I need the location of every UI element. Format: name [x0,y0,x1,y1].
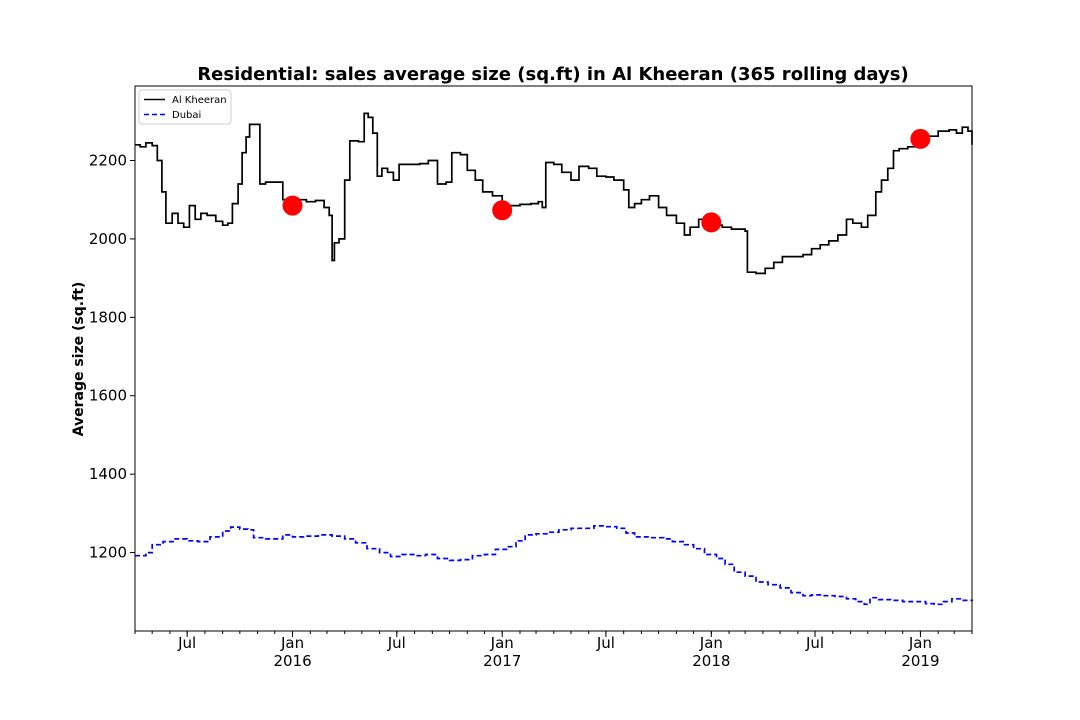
y-axis-label: Average size (sq.ft) [71,282,87,437]
y-axis: 1200 1400 1600 1800 2000 2200 [89,151,135,562]
highlight-marker-2 [492,200,513,221]
chart-title: Residential: sales average size (sq.ft) … [197,64,908,85]
series-line-dubai [135,525,973,606]
y-tick-label: 1400 [89,465,127,483]
legend: Al Kheeran Dubai [138,89,232,125]
x-tick-label: Jul [387,634,406,652]
x-tick-label: Jul [177,634,196,652]
y-tick-label: 1600 [89,387,127,405]
plot-frame [134,85,973,632]
highlight-marker-1 [282,195,303,216]
series-line-al-kheeran [135,112,973,275]
legend-box [138,89,232,125]
y-tick-label: 1800 [89,308,127,326]
x-tick-label: Jan [280,634,304,652]
x-tick-label: Jan [908,634,932,652]
x-tick-label: Jul [805,634,824,652]
x-tick-label: Jul [596,634,615,652]
legend-label-al-kheeran: Al Kheeran [172,95,227,106]
x-tick-year-label: 2019 [901,652,939,670]
x-tick-year-label: 2018 [692,652,730,670]
highlight-marker-4 [910,128,931,149]
legend-label-dubai: Dubai [172,110,201,121]
plot-area [135,112,973,606]
x-tick-label: Jan [699,634,723,652]
x-tick-label: Jan [490,634,514,652]
x-tick-year-label: 2016 [273,652,311,670]
highlight-marker-3 [701,212,722,233]
x-tick-year-label: 2017 [483,652,521,670]
y-tick-label: 1200 [89,544,127,562]
y-tick-label: 2200 [89,151,127,169]
y-tick-label: 2000 [89,230,127,248]
